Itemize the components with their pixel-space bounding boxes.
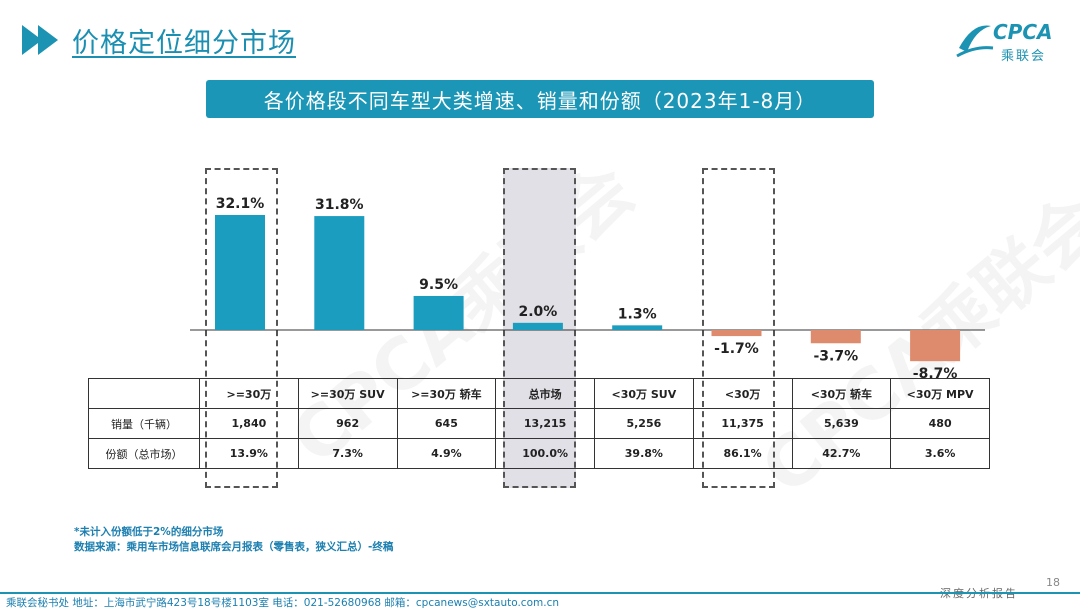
footer-contact: 乘联会秘书处 地址：上海市武宁路423号18号楼1103室 电话：021-526… xyxy=(6,597,560,609)
table-cell: 1,840 xyxy=(199,408,299,439)
table-cell: 5,639 xyxy=(791,408,892,439)
chart-subtitle: 各价格段不同车型大类增速、销量和份额（2023年1-8月） xyxy=(206,80,874,118)
table-header-cell: <30万 xyxy=(692,378,793,409)
chevron-icon xyxy=(22,25,58,55)
table-cell: 39.8% xyxy=(594,438,694,469)
table-cell: 11,375 xyxy=(692,408,793,439)
bar-chart: 32.1% 31.8% 9.5% 2.0% 1.3% -1.7% -3.7% -8.7% xyxy=(190,196,985,380)
table-row: 销量（千辆） 1,840 962 645 13,215 5,256 11,375 5,639 4… xyxy=(88,408,990,439)
table-cell: 645 xyxy=(396,408,497,439)
table-header-cell: >=30万 xyxy=(199,378,299,409)
bar xyxy=(910,330,961,362)
table-cell: 4.9% xyxy=(396,438,497,469)
bar-value-label: 32.1% xyxy=(216,196,265,212)
bar xyxy=(215,215,265,330)
bar-value-label: -8.7% xyxy=(913,366,958,380)
bar-value-label: 1.3% xyxy=(618,306,657,322)
bar xyxy=(413,295,464,330)
bar xyxy=(810,330,861,344)
table-row: 份额（总市场） 13.9% 7.3% 4.9% 100.0% 39.8% 86.1% 42.7… xyxy=(88,438,990,469)
note-line: 数据来源：乘用车市场信息联席会月报表（零售表，狭义汇总）-终稿 xyxy=(74,541,394,553)
table-cell: 7.3% xyxy=(297,438,398,469)
table-header-row: >=30万 >=30万 SUV >=30万 轿车 总市场 <30万 SUV <30万 <30… xyxy=(88,378,990,409)
bar-value-label: -1.7% xyxy=(714,341,759,357)
bar-value-label: 2.0% xyxy=(518,304,557,320)
cpca-logo: CPCA 乘联会 xyxy=(955,18,1060,64)
table-header-cell: <30万 轿车 xyxy=(791,378,892,409)
table-cell: 5,256 xyxy=(594,408,694,439)
page-title: 价格定位细分市场 xyxy=(72,27,296,59)
table-header-cell: 总市场 xyxy=(495,378,595,409)
note-line: *未计入份额低于2%的细分市场 xyxy=(74,526,224,538)
bar xyxy=(512,322,563,330)
bar-value-label: -3.7% xyxy=(813,348,858,364)
highlight-box-above-30w xyxy=(205,168,278,488)
footer-divider xyxy=(0,592,1080,594)
table-header-cell: >=30万 轿车 xyxy=(396,378,497,409)
table-header-cell: >=30万 SUV xyxy=(297,378,398,409)
header: 价格定位细分市场 xyxy=(22,18,296,62)
notes: *未计入份额低于2%的细分市场 数据来源：乘用车市场信息联席会月报表（零售表，狭… xyxy=(74,525,393,555)
table-cell: 3.6% xyxy=(890,438,990,469)
table-header-cell: <30万 SUV xyxy=(594,378,694,409)
logo-text: CPCA xyxy=(993,20,1053,44)
table-corner-cell xyxy=(88,378,200,409)
table-row-label: 销量（千辆） xyxy=(88,408,200,439)
logo-sub: 乘联会 xyxy=(1001,49,1047,64)
data-table: >=30万 >=30万 SUV >=30万 轿车 总市场 <30万 SUV <30万 <30… xyxy=(88,378,990,469)
page-number: 18 xyxy=(1046,576,1060,589)
bar xyxy=(314,216,365,330)
table-cell: 13.9% xyxy=(199,438,299,469)
logo-swoosh-icon xyxy=(956,25,994,58)
table-cell: 42.7% xyxy=(791,438,892,469)
table-header-cell: <30万 MPV xyxy=(890,378,990,409)
bar xyxy=(612,325,663,330)
table-row-label: 份额（总市场） xyxy=(88,438,200,469)
table-cell: 13,215 xyxy=(495,408,595,439)
bar-value-label: 31.8% xyxy=(315,197,364,213)
bar-value-label: 9.5% xyxy=(419,277,458,293)
table-cell: 480 xyxy=(890,408,990,439)
table-cell: 962 xyxy=(297,408,398,439)
highlight-box-below-30w xyxy=(702,168,775,488)
bar xyxy=(711,330,762,337)
table-cell: 100.0% xyxy=(495,438,595,469)
table-cell: 86.1% xyxy=(692,438,793,469)
